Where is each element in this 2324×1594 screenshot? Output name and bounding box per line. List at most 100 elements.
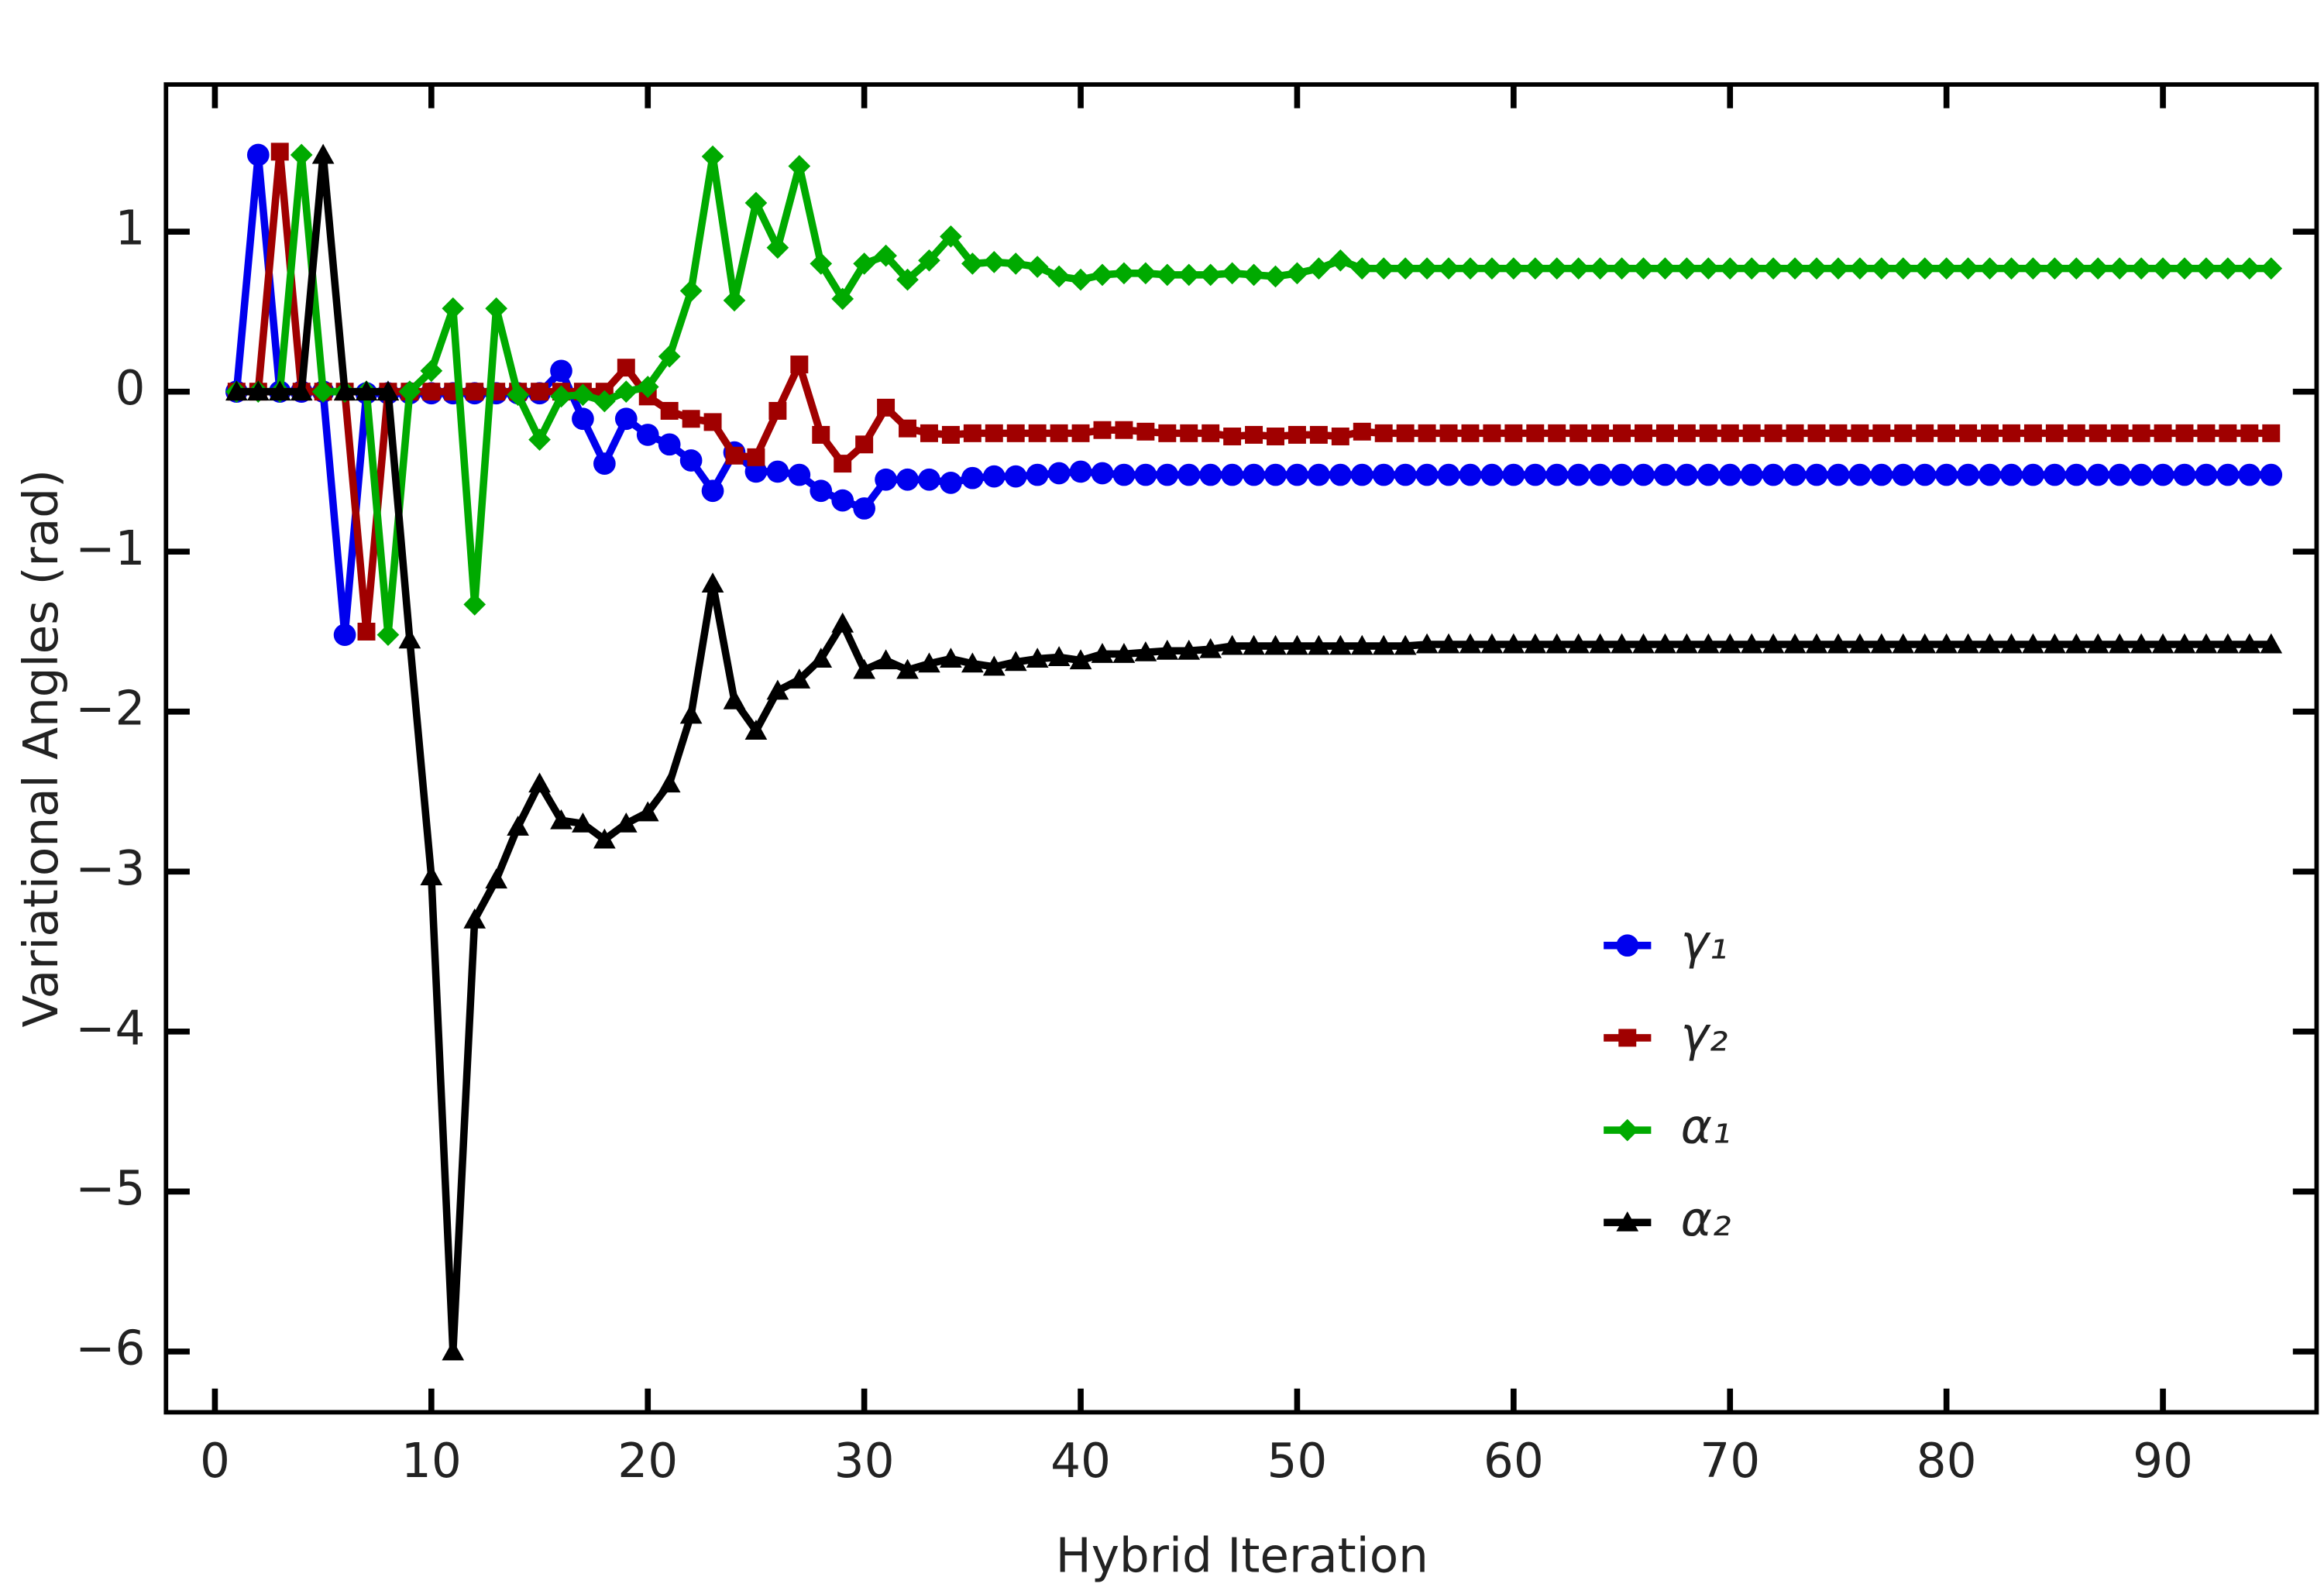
marker [982, 655, 1006, 676]
marker [1459, 463, 1482, 486]
marker [1870, 463, 1893, 486]
marker [1981, 424, 1999, 442]
marker [1350, 257, 1373, 280]
marker [1394, 634, 1417, 655]
marker [1112, 463, 1136, 486]
marker [1545, 463, 1569, 486]
marker [1134, 463, 1157, 486]
marker [963, 424, 982, 442]
marker [1050, 424, 1068, 442]
marker [1047, 462, 1071, 485]
marker [1177, 263, 1201, 287]
x-tick-label: 90 [2133, 1434, 2193, 1489]
marker [357, 622, 376, 641]
marker [1091, 462, 1114, 485]
marker [1394, 257, 1417, 280]
marker [550, 809, 572, 830]
marker [2086, 633, 2109, 654]
marker [2000, 257, 2023, 280]
marker [2045, 424, 2064, 442]
marker [1267, 428, 1284, 445]
legend-label: γ₁ [1681, 915, 1728, 970]
marker [2195, 463, 2218, 486]
marker [1740, 633, 1763, 654]
marker [614, 407, 638, 431]
marker [1264, 265, 1287, 288]
x-tick-label: 40 [1050, 1434, 1111, 1489]
y-tick-label: −4 [75, 1001, 145, 1056]
series [227, 143, 2281, 641]
marker [1567, 463, 1590, 486]
marker [2000, 633, 2023, 654]
marker [1762, 633, 1785, 654]
marker [636, 424, 659, 446]
marker [1742, 424, 1761, 442]
marker [1502, 633, 1525, 654]
marker [1916, 424, 1934, 442]
marker [1611, 633, 1633, 654]
marker [723, 289, 746, 312]
marker [1136, 422, 1155, 441]
marker [1697, 463, 1720, 486]
marker [1459, 257, 1482, 280]
marker [1740, 463, 1763, 486]
marker [766, 460, 789, 483]
marker [1548, 424, 1566, 442]
marker [747, 448, 765, 466]
marker [507, 383, 529, 407]
marker [961, 466, 984, 490]
marker [507, 816, 529, 836]
marker [550, 385, 572, 408]
marker [1026, 648, 1049, 668]
marker [1677, 424, 1696, 442]
marker [2044, 633, 2066, 654]
marker [268, 380, 291, 401]
marker [1069, 460, 1092, 483]
marker [703, 413, 722, 431]
marker [982, 251, 1006, 273]
y-tick-label: −2 [75, 681, 145, 736]
marker [1069, 649, 1092, 670]
marker [1654, 463, 1676, 486]
marker [875, 468, 897, 491]
marker [1329, 634, 1352, 655]
marker [1959, 424, 1978, 442]
marker [290, 380, 313, 401]
marker [896, 268, 919, 291]
marker [1308, 634, 1330, 655]
marker [1699, 424, 1717, 442]
marker [1350, 463, 1373, 486]
marker [2044, 463, 2066, 486]
series [225, 143, 2283, 646]
marker [1524, 633, 1547, 654]
marker [831, 287, 854, 311]
marker [1309, 425, 1328, 444]
x-tick-label: 80 [1917, 1434, 1977, 1489]
marker [982, 465, 1006, 488]
marker [1957, 257, 1979, 280]
marker [1892, 463, 1915, 486]
marker [2173, 257, 2196, 280]
marker [1243, 263, 1265, 287]
marker [376, 624, 400, 646]
marker [1848, 463, 1872, 486]
y-tick-label: 0 [115, 361, 146, 416]
marker [1459, 633, 1482, 654]
marker [355, 380, 378, 401]
marker [1718, 633, 1741, 654]
legend-entry: γ₂ [1604, 1007, 1728, 1063]
marker [853, 497, 875, 520]
marker [1047, 265, 1071, 288]
marker [940, 472, 962, 494]
marker [1589, 633, 1611, 654]
marker [1655, 424, 1674, 442]
marker [1243, 463, 1265, 486]
marker [1202, 424, 1220, 442]
marker [1243, 634, 1265, 655]
marker [246, 143, 270, 167]
marker [2067, 424, 2085, 442]
marker [918, 652, 940, 673]
marker [2089, 424, 2107, 442]
marker [1177, 639, 1201, 660]
marker [531, 383, 549, 401]
